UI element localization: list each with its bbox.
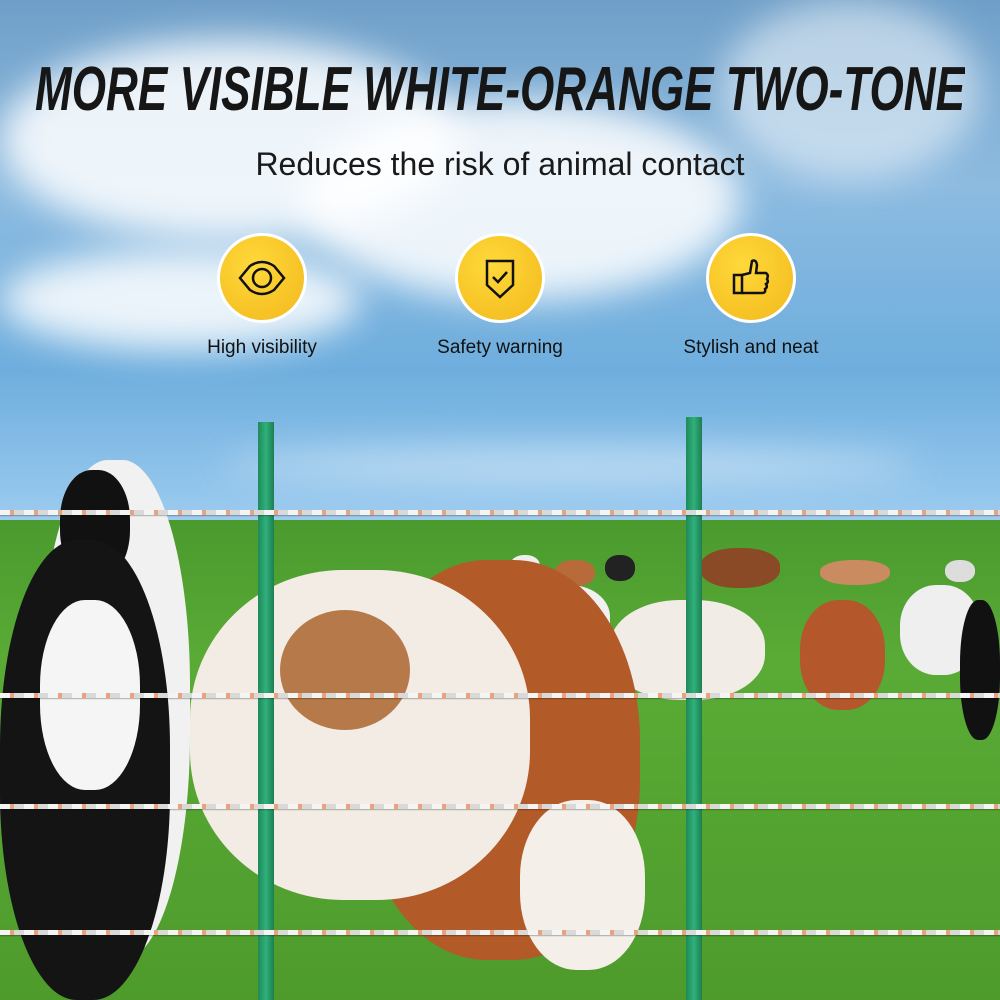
- cloud: [220, 450, 920, 480]
- cow: [800, 600, 885, 710]
- feature-label: Safety warning: [437, 337, 563, 358]
- fence-post: [258, 422, 274, 1000]
- feature-label: High visibility: [207, 337, 317, 358]
- feature-label: Stylish and neat: [683, 337, 819, 358]
- fence-wire: [0, 930, 1000, 935]
- feature-stylish: Stylish and neat: [651, 233, 851, 359]
- feature-safety-warning: Safety warning: [400, 233, 600, 359]
- shield-check-icon: [455, 233, 545, 323]
- eye-icon: [217, 233, 307, 323]
- cow: [820, 560, 890, 585]
- cloud: [720, 0, 980, 180]
- cow-head: [520, 800, 645, 970]
- cow: [960, 600, 1000, 740]
- feature-high-visibility: High visibility: [162, 233, 362, 359]
- cow-patch: [280, 610, 410, 730]
- thumbs-up-icon: [706, 233, 796, 323]
- cow: [945, 560, 975, 582]
- cow: [700, 548, 780, 588]
- headline: MORE VISIBLE WHITE-ORANGE TWO-TONE: [35, 55, 965, 122]
- headline-box: MORE VISIBLE WHITE-ORANGE TWO-TONE: [35, 55, 965, 122]
- cow: [605, 555, 635, 581]
- fence-wire: [0, 804, 1000, 809]
- fence-wire: [0, 510, 1000, 515]
- fence-wire: [0, 693, 1000, 698]
- subheadline: Reduces the risk of animal contact: [255, 146, 745, 182]
- fence-post: [686, 417, 702, 1000]
